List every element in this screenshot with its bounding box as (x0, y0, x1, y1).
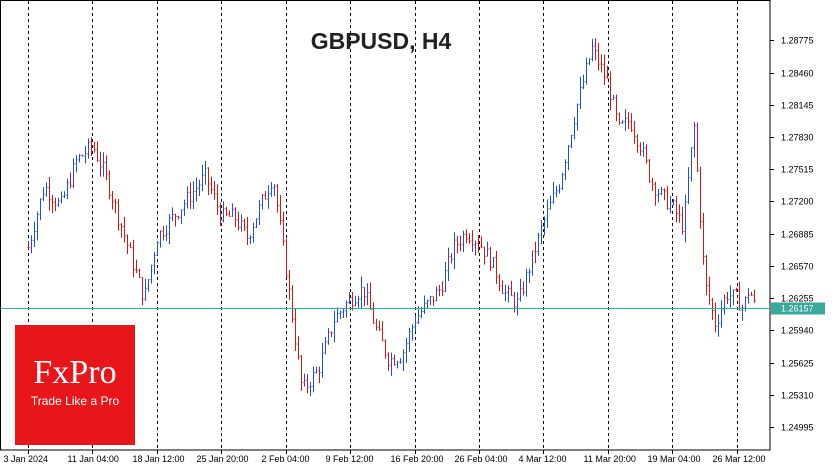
fxpro-logo: FxPro Trade Like a Pro (15, 325, 135, 445)
y-tick-label: 1.26570 (781, 262, 814, 272)
current-price-tag (771, 302, 825, 315)
x-tick-label: 16 Feb 20:00 (391, 454, 444, 464)
x-tick-label: 11 Mar 20:00 (584, 454, 636, 464)
y-tick-label: 1.27515 (781, 165, 814, 175)
x-tick-label: 2 Feb 04:00 (262, 454, 310, 464)
y-tick-label: 1.26255 (781, 294, 814, 304)
y-tick-label: 1.27200 (781, 197, 814, 207)
y-tick-label: 1.25310 (781, 391, 814, 401)
logo-name: FxPro (33, 354, 117, 391)
x-tick-label: 19 Mar 04:00 (648, 454, 701, 464)
x-tick-label: 11 Jan 04:00 (68, 454, 119, 464)
y-tick-label: 1.24995 (781, 423, 814, 433)
y-tick-label: 1.26885 (781, 230, 814, 240)
y-tick-label: 1.28775 (781, 36, 814, 46)
x-tick-label: 26 Mar 12:00 (713, 454, 766, 464)
current-price-label: 1.26157 (781, 304, 814, 314)
y-tick-label: 1.25625 (781, 359, 814, 369)
logo-tagline: Trade Like a Pro (30, 394, 120, 408)
x-tick-label: 3 Jan 2024 (4, 454, 49, 464)
y-tick-label: 1.28145 (781, 101, 814, 111)
y-tick-label: 1.27830 (781, 133, 814, 143)
x-tick-label: 4 Mar 12:00 (519, 454, 567, 464)
x-tick-label: 25 Jan 20:00 (197, 454, 249, 464)
chart-title: GBPUSD, H4 (310, 28, 452, 54)
x-tick-label: 26 Feb 04:00 (455, 454, 508, 464)
plot-frame (0, 0, 771, 451)
x-tick-label: 18 Jan 12:00 (133, 454, 185, 464)
x-tick-label: 9 Feb 12:00 (326, 454, 374, 464)
y-tick-label: 1.28460 (781, 69, 814, 79)
y-tick-label: 1.25940 (781, 326, 814, 336)
